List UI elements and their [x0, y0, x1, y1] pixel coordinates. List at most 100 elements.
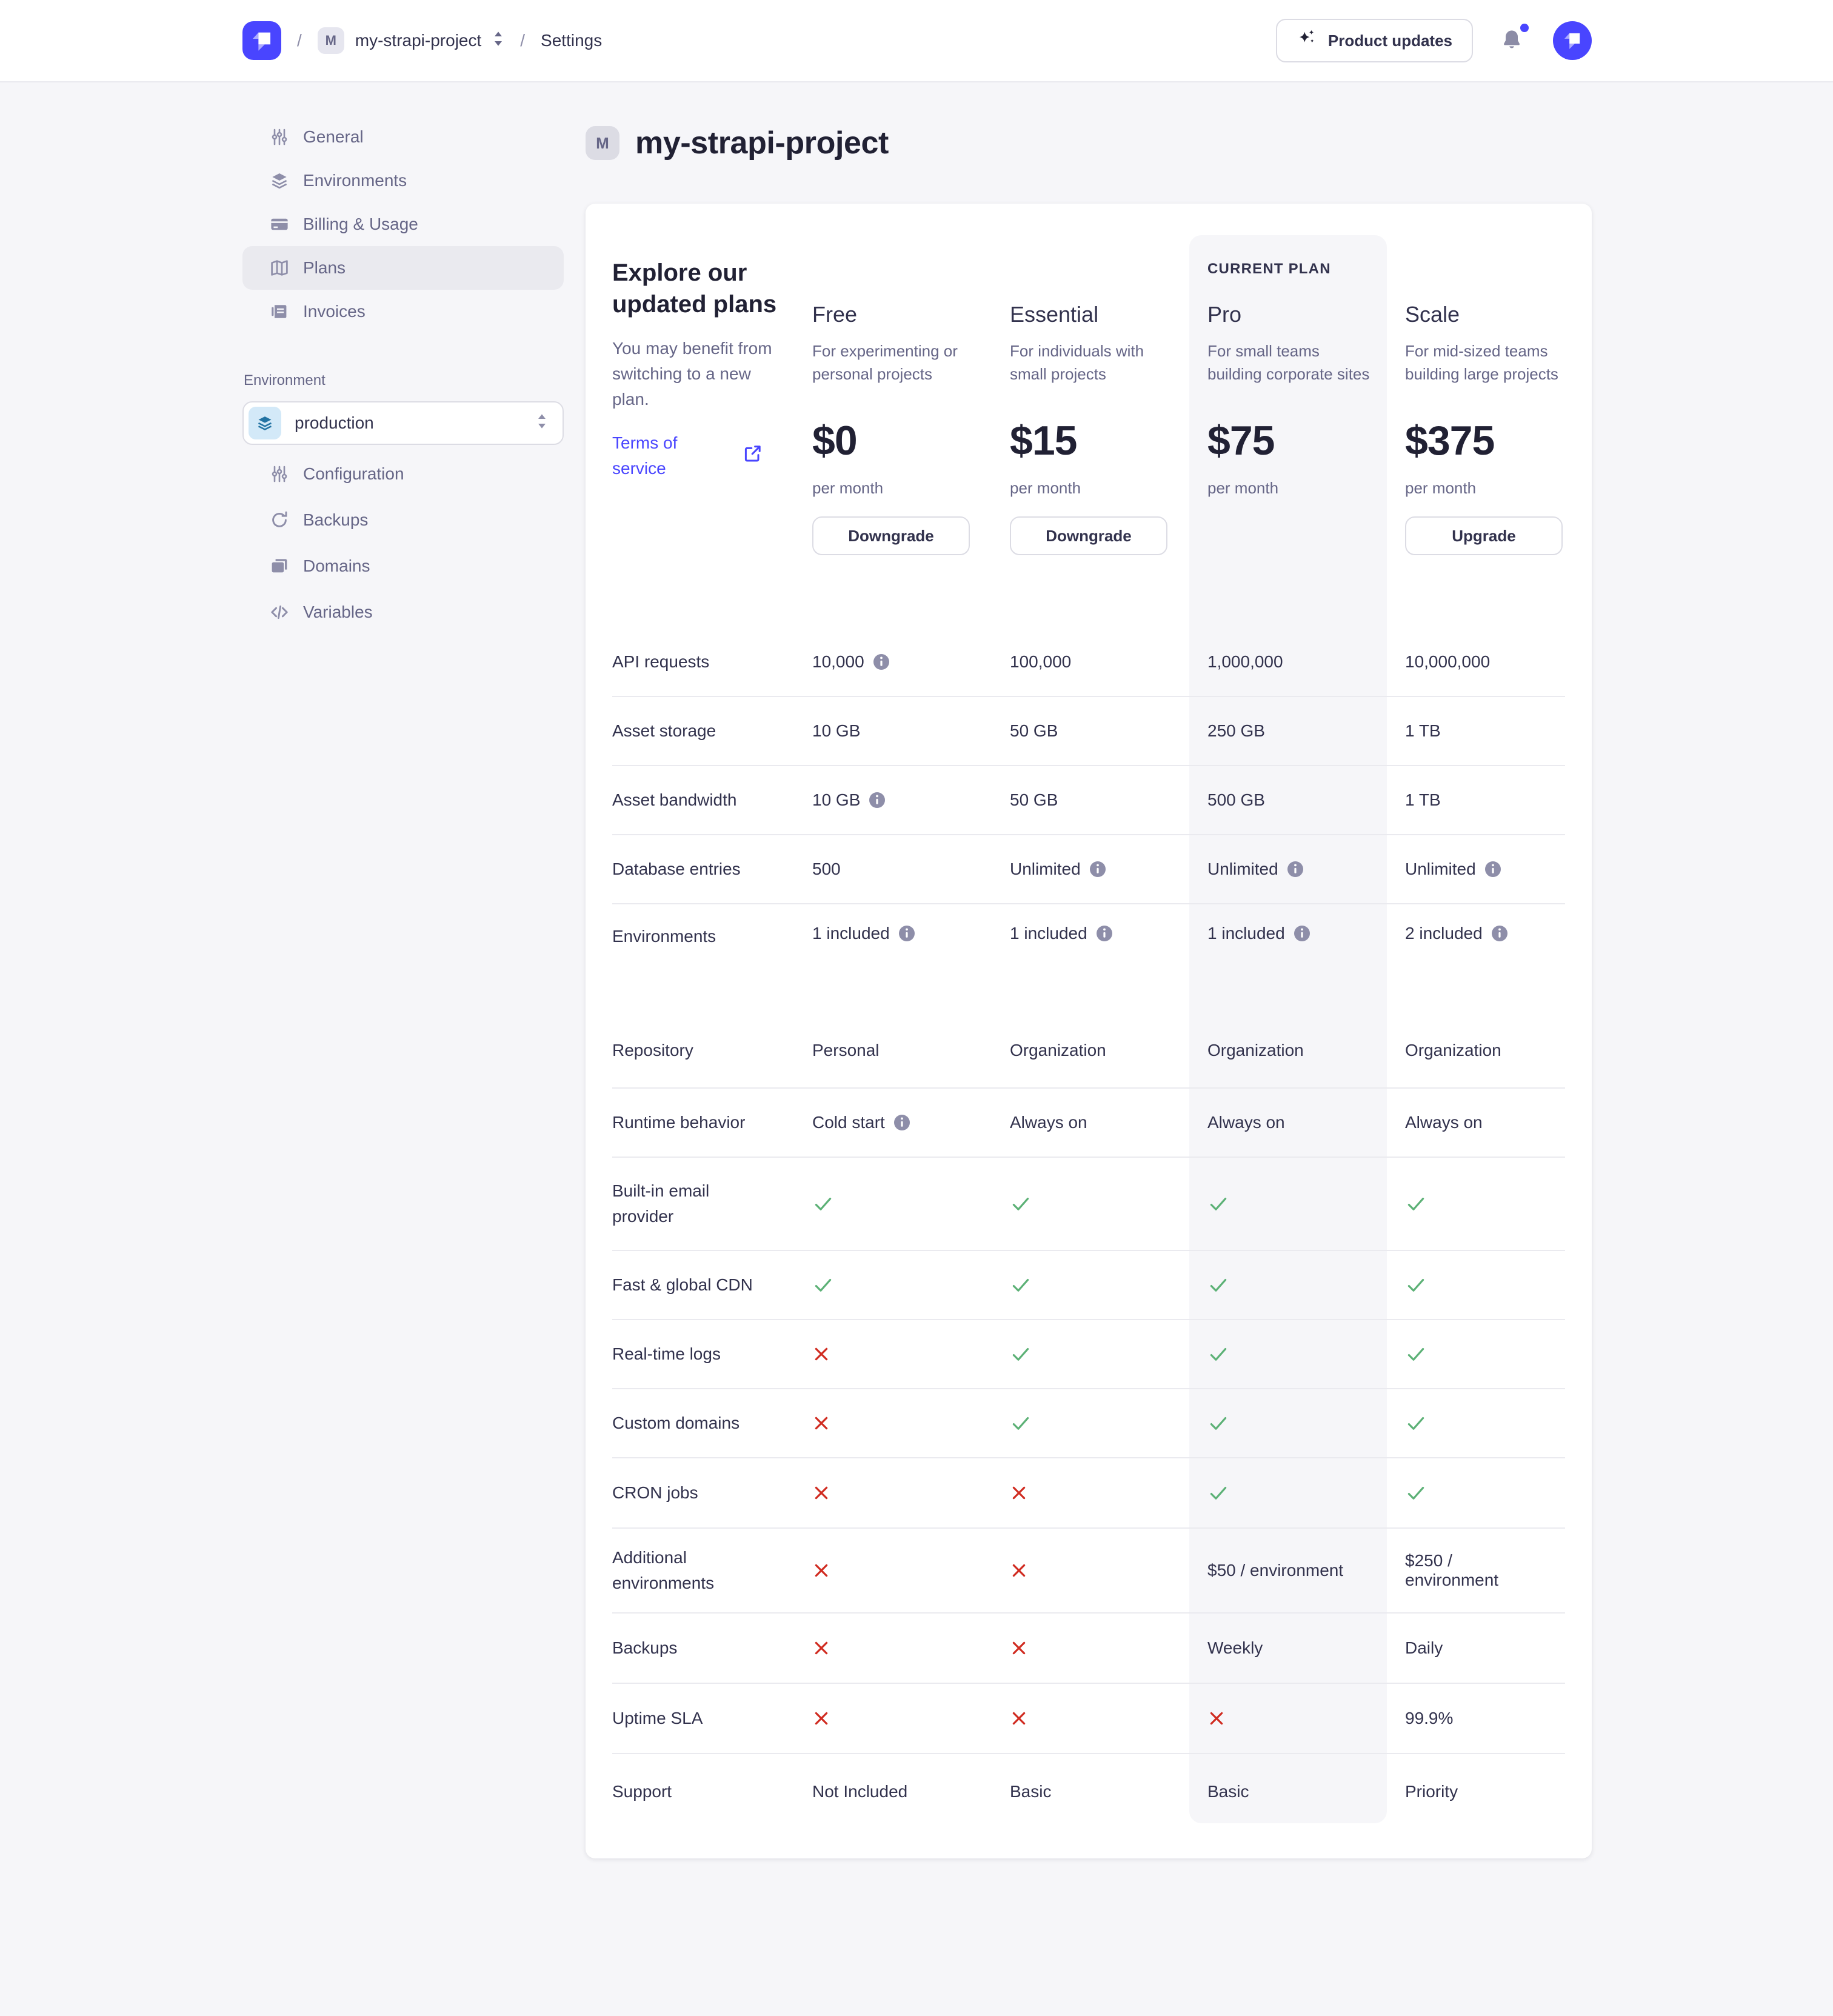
- info-icon[interactable]: [893, 1114, 910, 1131]
- feature-label: Custom domains: [612, 1414, 740, 1432]
- feature-cell: [992, 1484, 1189, 1502]
- plan-name-pro: Pro: [1207, 302, 1242, 327]
- notification-dot: [1520, 24, 1529, 32]
- plan-name-free: Free: [812, 302, 858, 327]
- feature-cell: 50 GB: [992, 790, 1189, 810]
- feature-cell: [1189, 1412, 1387, 1434]
- feature-value: Always on: [1405, 1113, 1483, 1132]
- feature-label: Repository: [612, 1041, 693, 1060]
- feature-cell: [794, 1193, 992, 1215]
- feature-cell: [1387, 1274, 1538, 1296]
- downgrade-essential-button[interactable]: Downgrade: [1010, 516, 1167, 555]
- feature-value: 500: [812, 859, 841, 878]
- info-icon[interactable]: [1089, 861, 1106, 878]
- feature-value: 250 GB: [1207, 721, 1265, 740]
- feature-value: 1 included: [1207, 924, 1285, 943]
- feature-cell: [992, 1709, 1189, 1727]
- sidebar-item-environments[interactable]: Environments: [242, 159, 564, 202]
- feature-cell: [992, 1343, 1189, 1365]
- feature-row-asset-storage: Asset storage 10 GB 50 GB 250 GB 1 TB: [612, 697, 1565, 766]
- feature-cell: Always on: [1387, 1113, 1538, 1132]
- layers-icon: [269, 170, 290, 191]
- feature-value: 1,000,000: [1207, 652, 1283, 671]
- feature-cell: [1387, 1193, 1538, 1215]
- feature-row-cron-jobs: CRON jobs: [612, 1458, 1565, 1529]
- notifications-bell-button[interactable]: [1500, 24, 1529, 54]
- check-icon: [1012, 1279, 1029, 1292]
- feature-cell: Weekly: [1189, 1638, 1387, 1658]
- invoice-icon: [269, 301, 290, 322]
- plans-intro-heading: Explore our updated plans: [612, 259, 777, 318]
- sidebar-item-plans[interactable]: Plans: [242, 246, 564, 290]
- info-icon[interactable]: [898, 925, 915, 942]
- sidebar-item-backups[interactable]: Backups: [242, 497, 564, 543]
- info-icon[interactable]: [1294, 925, 1310, 942]
- feature-cell: 99.9%: [1387, 1709, 1538, 1728]
- feature-cell: [1189, 1709, 1387, 1727]
- feature-cell: 250 GB: [1189, 721, 1387, 741]
- sidebar-item-label: Backups: [303, 510, 369, 529]
- feature-value: 1 included: [1010, 924, 1087, 943]
- feature-cell: 1 TB: [1387, 790, 1538, 810]
- cross-icon: [815, 1641, 828, 1655]
- feature-cell: 1 TB: [1387, 721, 1538, 741]
- info-icon[interactable]: [1484, 861, 1501, 878]
- feature-label: Fast & global CDN: [612, 1275, 753, 1294]
- feature-cell: [1387, 1343, 1538, 1365]
- strapi-logo[interactable]: [242, 21, 281, 60]
- feature-cell: 500: [794, 859, 992, 879]
- bell-icon: [1503, 30, 1520, 48]
- sidebar-item-general[interactable]: General: [242, 115, 564, 159]
- feature-value: Weekly: [1207, 1638, 1263, 1657]
- feature-cell: Priority: [1387, 1782, 1538, 1801]
- feature-row-additional-environments: Additional environments $50 / environment…: [612, 1529, 1565, 1614]
- feature-value: Always on: [1010, 1113, 1087, 1132]
- feature-cell: 10,000,000: [1387, 652, 1538, 672]
- plan-name-scale: Scale: [1405, 302, 1460, 327]
- check-icon: [1210, 1198, 1227, 1210]
- breadcrumb-settings-link[interactable]: Settings: [541, 31, 603, 50]
- environment-select[interactable]: production: [242, 401, 564, 445]
- feature-cell: 1 included: [1189, 924, 1387, 943]
- feature-cell: Always on: [1189, 1113, 1387, 1132]
- feature-value: $250 / environment: [1405, 1551, 1499, 1589]
- sidebar-item-variables[interactable]: Variables: [242, 589, 564, 635]
- feature-cell: 10,000: [794, 652, 992, 672]
- plan-price: $75: [1207, 418, 1275, 464]
- downgrade-free-button[interactable]: Downgrade: [812, 516, 970, 555]
- upgrade-scale-button[interactable]: Upgrade: [1405, 516, 1563, 555]
- check-icon: [1012, 1198, 1029, 1210]
- plans-intro-body: You may benefit from switching to a new …: [612, 339, 772, 409]
- sidebar-item-billing-and-usage[interactable]: Billing & Usage: [242, 202, 564, 246]
- user-avatar[interactable]: [1553, 21, 1592, 60]
- feature-cell: 2 included: [1387, 924, 1538, 943]
- info-icon[interactable]: [1491, 925, 1508, 942]
- feature-label: Real-time logs: [612, 1344, 721, 1363]
- feature-value: Unlimited: [1010, 859, 1081, 878]
- plan-period: per month: [1405, 479, 1477, 497]
- feature-cell: Not Included: [794, 1782, 992, 1801]
- info-icon[interactable]: [1096, 925, 1113, 942]
- info-icon[interactable]: [873, 653, 890, 670]
- info-icon[interactable]: [1287, 861, 1304, 878]
- check-icon: [1210, 1279, 1227, 1292]
- project-switcher[interactable]: M my-strapi-project: [317, 27, 504, 54]
- project-initial-badge: M: [317, 27, 344, 54]
- sidebar-item-invoices[interactable]: Invoices: [242, 290, 564, 333]
- feature-value: Organization: [1405, 1041, 1501, 1060]
- feature-cell: Cold start: [794, 1113, 992, 1132]
- current-plan-highlight: [1189, 235, 1387, 1823]
- breadcrumb: / M my-strapi-project / Settings: [242, 0, 602, 81]
- settings-sidebar: General Environments Billing & Usage Plans I…: [242, 115, 564, 635]
- sidebar-item-label: Environments: [303, 171, 407, 190]
- sliders-icon: [269, 464, 290, 484]
- terms-of-service-link[interactable]: Terms of service: [612, 433, 678, 478]
- feature-cell: [1189, 1193, 1387, 1215]
- info-icon[interactable]: [869, 792, 886, 809]
- check-icon: [815, 1198, 832, 1210]
- product-updates-button[interactable]: Product updates: [1275, 19, 1473, 62]
- sidebar-item-domains[interactable]: Domains: [242, 543, 564, 589]
- sidebar-item-configuration[interactable]: Configuration: [242, 451, 564, 497]
- cross-icon: [1210, 1712, 1223, 1725]
